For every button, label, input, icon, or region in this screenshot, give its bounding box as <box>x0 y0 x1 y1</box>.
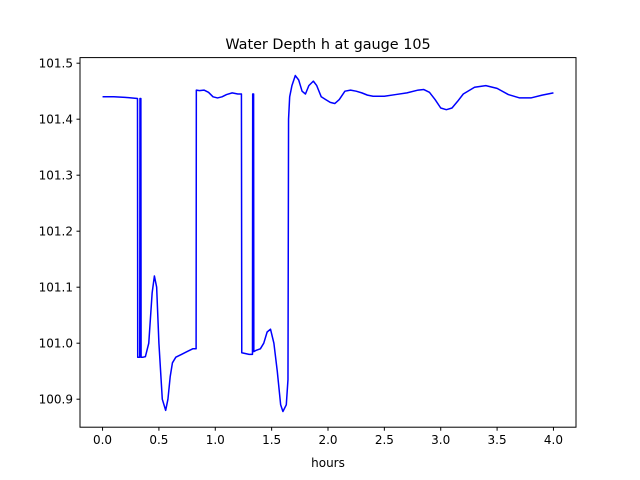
x-tick-label: 4.0 <box>544 433 563 447</box>
x-tick-label: 3.5 <box>488 433 507 447</box>
x-tick-label: 0.0 <box>93 433 112 447</box>
y-tick-label: 101.3 <box>39 168 73 182</box>
y-tick-label: 101.0 <box>39 336 73 350</box>
series-line-0 <box>102 74 554 413</box>
x-tick-label: 3.0 <box>431 433 450 447</box>
x-tick-label: 1.0 <box>206 433 225 447</box>
x-tick-label: 2.0 <box>318 433 337 447</box>
y-tick-label: 100.9 <box>39 392 73 406</box>
y-tick-label: 101.2 <box>39 224 73 238</box>
plot-area <box>102 74 554 413</box>
chart-title: Water Depth h at gauge 105 <box>225 37 430 53</box>
x-axis-label: hours <box>311 456 345 470</box>
x-tick-label: 2.5 <box>375 433 394 447</box>
x-tick-label: 0.5 <box>149 433 168 447</box>
y-tick-label: 101.4 <box>39 112 73 126</box>
x-axis: 0.0 0.5 1.0 1.5 2.0 2.5 3.0 3.5 4.0 <box>93 427 563 447</box>
y-tick-label: 101.5 <box>39 56 73 70</box>
plot-frame <box>79 57 577 428</box>
y-axis: 100.9 101.0 101.1 101.2 101.3 101.4 101.5 <box>39 56 80 406</box>
y-tick-label: 101.1 <box>39 280 73 294</box>
x-tick-label: 1.5 <box>262 433 281 447</box>
